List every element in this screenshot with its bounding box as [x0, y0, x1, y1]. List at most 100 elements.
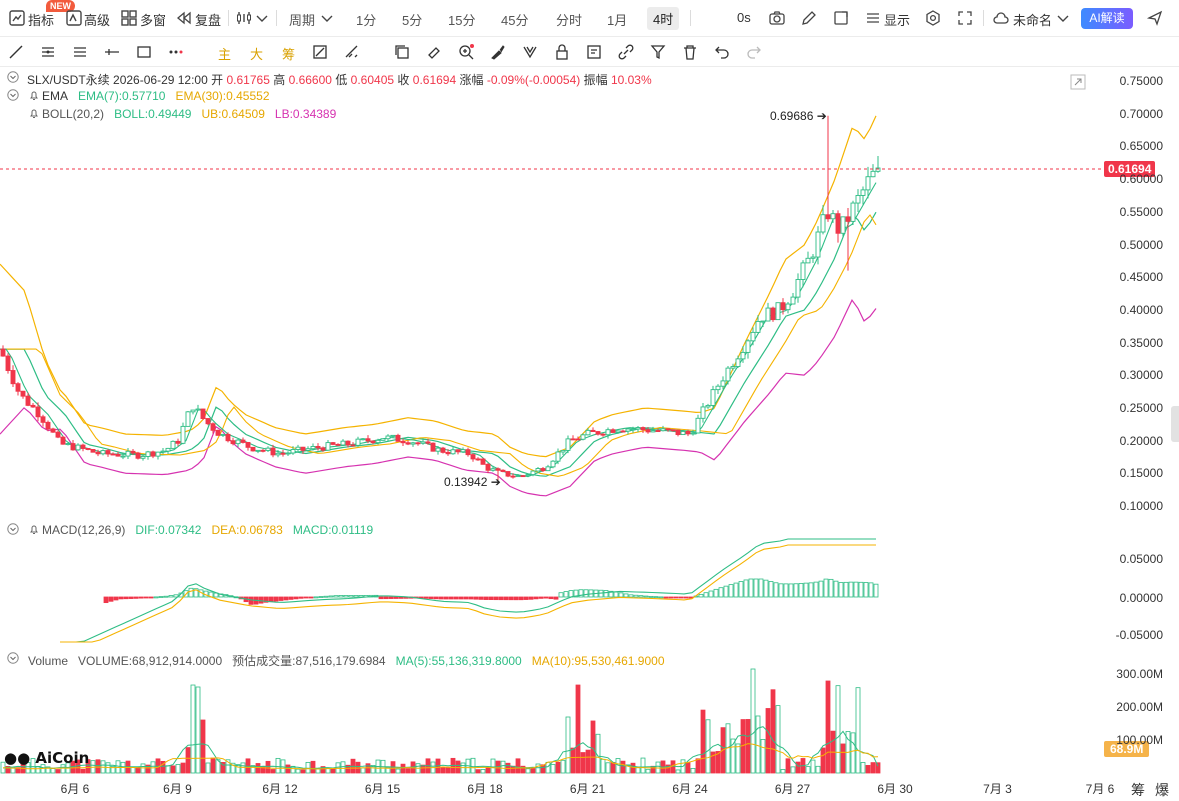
macd-bell-icon[interactable] — [28, 523, 40, 535]
period-45m[interactable]: 45分 — [501, 13, 529, 28]
period-1month[interactable]: 1月 — [607, 13, 628, 28]
volume-bar — [860, 762, 866, 774]
expand-pane-icon[interactable] — [1070, 74, 1086, 90]
volume-collapse-icon[interactable] — [7, 652, 19, 664]
period-15m[interactable]: 15分 — [448, 13, 476, 28]
volume-bar — [45, 766, 51, 774]
advanced-button[interactable]: 高级 — [84, 13, 111, 28]
copy-icon[interactable] — [393, 43, 411, 61]
lock-icon[interactable] — [553, 43, 571, 61]
candle-body — [80, 444, 86, 449]
magnet-icon[interactable] — [521, 43, 539, 61]
amplitude-value: 10.03% — [610, 73, 652, 87]
period-1m[interactable]: 1分 — [356, 13, 377, 28]
macd-histogram-bar — [353, 595, 359, 598]
macd-collapse-icon[interactable] — [7, 523, 19, 535]
brush-icon[interactable] — [489, 43, 507, 61]
macd-histogram-bar — [603, 590, 609, 598]
price-tick: 0.45000 — [1119, 270, 1163, 285]
macd-histogram-bar — [623, 593, 629, 598]
candle-body — [630, 428, 636, 431]
candle-body — [255, 449, 261, 452]
horizontal-lines-icon[interactable] — [71, 43, 89, 61]
macd-histogram-bar — [128, 596, 134, 599]
measure-icon[interactable] — [311, 43, 329, 61]
filter-icon[interactable] — [649, 43, 667, 61]
eraser-icon[interactable] — [425, 43, 443, 61]
big-order-button[interactable]: 大 — [250, 47, 264, 62]
fullscreen-icon[interactable] — [956, 9, 974, 27]
chevron-down-icon[interactable] — [253, 9, 271, 27]
display-button[interactable]: 显示 — [884, 13, 911, 28]
macd-histogram-bar — [833, 580, 839, 598]
trash-icon[interactable] — [681, 43, 699, 61]
period-timeline[interactable]: 分时 — [556, 13, 583, 28]
candle-body — [190, 409, 196, 413]
export-icon[interactable] — [832, 9, 850, 27]
gear-icon[interactable] — [924, 9, 942, 27]
boll-bell-icon[interactable] — [28, 107, 40, 119]
main-force-button[interactable]: 主 — [218, 47, 232, 62]
side-panel-handle[interactable] — [1171, 406, 1179, 442]
camera-icon[interactable] — [768, 9, 786, 27]
macd-histogram-bar — [678, 596, 684, 599]
ai-analysis-button[interactable]: AI解读 — [1081, 8, 1133, 29]
macd-histogram-bar — [108, 596, 114, 602]
candle-body — [435, 447, 441, 452]
chart-type-icon[interactable] — [235, 9, 253, 27]
period-button[interactable]: 周期 — [289, 13, 316, 28]
chip-distribution-button[interactable]: 筹 — [1131, 782, 1145, 798]
share-icon[interactable] — [1146, 9, 1164, 27]
display-list-icon[interactable] — [864, 9, 882, 27]
volume-bar — [730, 738, 736, 774]
macd-histogram-bar — [113, 596, 119, 601]
candle-body — [860, 189, 866, 196]
indicator-icon[interactable] — [8, 9, 26, 27]
cloud-icon[interactable] — [992, 9, 1010, 27]
pen-icon[interactable] — [800, 9, 818, 27]
collapse-chevron-icon[interactable] — [7, 71, 19, 83]
price-tick: 0.10000 — [1119, 499, 1163, 514]
boll-lb-value: LB:0.34389 — [274, 107, 337, 121]
replay-button[interactable]: 复盘 — [195, 13, 222, 28]
layout-chevron-icon[interactable] — [1054, 9, 1072, 27]
ema-collapse-icon[interactable] — [7, 89, 19, 101]
current-price-tag: 0.61694 — [1104, 161, 1156, 177]
liquidation-button[interactable]: 爆 — [1155, 782, 1169, 798]
volume-bar — [715, 751, 721, 774]
more-tools-icon[interactable] — [167, 43, 185, 61]
macd-histogram-bar — [733, 582, 739, 598]
volume-bar — [835, 685, 841, 774]
macd-histogram-bar — [698, 593, 704, 598]
link-icon[interactable] — [617, 43, 635, 61]
candle-body — [480, 458, 486, 465]
line-tool-icon[interactable] — [7, 43, 25, 61]
advanced-icon[interactable] — [65, 9, 83, 27]
rectangle-tool-icon[interactable] — [135, 43, 153, 61]
ruler-icon[interactable] — [343, 43, 361, 61]
zoom-in-icon[interactable] — [457, 43, 475, 61]
note-icon[interactable] — [585, 43, 603, 61]
volume-bar — [400, 763, 406, 774]
candle-body — [125, 450, 131, 457]
ema-bell-icon[interactable] — [28, 89, 40, 101]
period-5m[interactable]: 5分 — [402, 13, 423, 28]
multi-window-button[interactable]: 多窗 — [140, 13, 167, 28]
period-4h[interactable]: 4时 — [647, 7, 680, 30]
parallel-lines-icon[interactable] — [39, 43, 57, 61]
indicator-button[interactable]: 指标 — [28, 13, 55, 28]
macd-histogram-bar — [863, 582, 869, 598]
undo-icon[interactable] — [713, 43, 731, 61]
period-chevron-icon[interactable] — [318, 9, 336, 27]
redo-icon[interactable] — [745, 43, 763, 61]
volume-bar — [445, 766, 451, 774]
volume-bar — [485, 767, 491, 774]
macd-histogram-bar — [628, 594, 634, 598]
multi-window-icon[interactable] — [120, 9, 138, 27]
horizontal-ray-icon[interactable] — [103, 43, 121, 61]
candle-body — [375, 439, 381, 444]
layout-name[interactable]: 未命名 — [1013, 13, 1053, 28]
chip-button[interactable]: 筹 — [282, 47, 296, 62]
replay-icon[interactable] — [175, 9, 193, 27]
